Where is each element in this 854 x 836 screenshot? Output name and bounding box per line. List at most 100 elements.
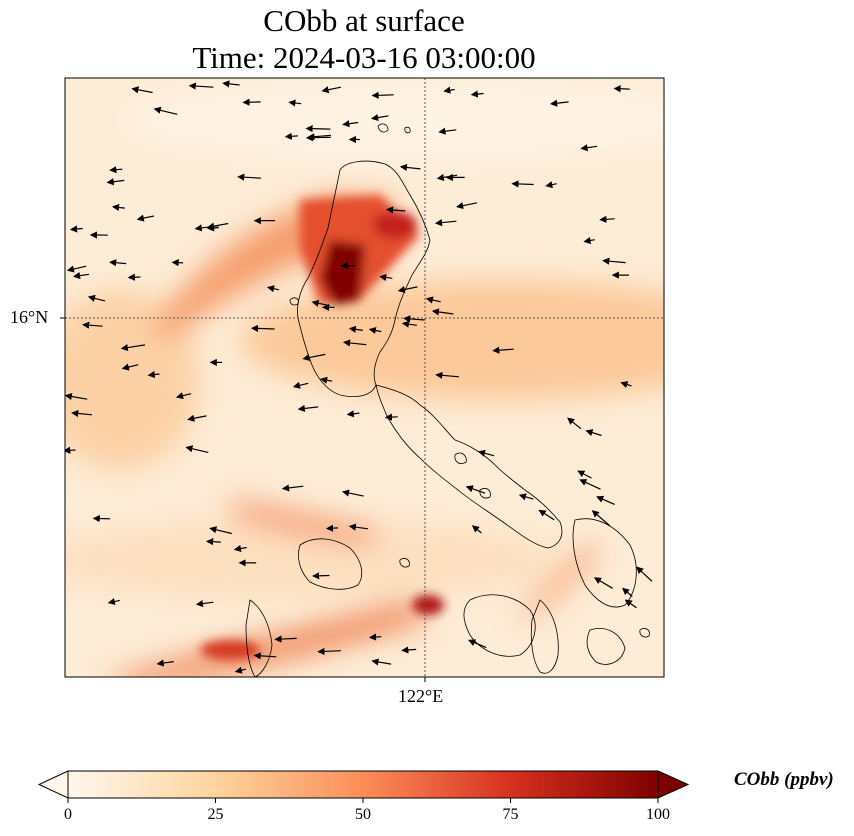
wind-arrow: [518, 493, 534, 501]
wind-arrow: [368, 633, 382, 641]
wind-arrow: [127, 273, 141, 281]
wind-arrow: [368, 326, 382, 335]
wind-arrow: [305, 125, 331, 133]
wind-arrow: [443, 86, 455, 94]
wind-arrow: [120, 344, 146, 352]
colorbar-tick-75: 75: [502, 806, 519, 823]
wind-arrow: [325, 524, 339, 532]
hotspot-ne-secondary: [373, 211, 417, 239]
wind-arrow: [281, 484, 304, 492]
wind-arrow: [171, 259, 184, 267]
coastline-leyte-cebu: [530, 599, 559, 674]
wind-arrow: [580, 144, 598, 152]
wind-arrow: [477, 449, 495, 457]
lon-tick-label: 122°E: [398, 686, 444, 706]
wind-arrow: [284, 132, 298, 140]
wind-arrow: [435, 371, 460, 379]
wind-arrow: [136, 214, 155, 222]
wind-arrow: [321, 86, 342, 94]
wind-arrow: [82, 321, 103, 329]
colorbar-tick-50: 50: [355, 806, 371, 823]
coastline-panay: [463, 594, 536, 657]
wind-arrow: [320, 376, 333, 384]
colorbar-label: CObb (ppbv): [734, 769, 834, 790]
wind-arrow: [371, 114, 389, 122]
wind-arrow: [341, 489, 364, 497]
wind-arrow: [188, 82, 214, 90]
wind-arrow: [342, 339, 367, 347]
wind-arrow: [371, 91, 394, 99]
wind-arrow: [465, 485, 486, 494]
wind-arrow: [401, 320, 417, 328]
plume-mindoro-band: [230, 500, 380, 545]
wind-arrow: [317, 647, 341, 656]
coastline-bohol: [586, 628, 626, 665]
wind-arrow: [288, 99, 302, 107]
wind-arrow: [237, 173, 262, 181]
colorbar-body: [68, 771, 658, 798]
wind-arrow: [399, 163, 421, 172]
lat-tick-label: 16°N: [10, 307, 49, 327]
hotspot-northern-luzon-core: [320, 240, 365, 305]
wind-arrow: [538, 509, 555, 521]
wind-arrow: [131, 86, 153, 94]
wind-arrow: [620, 381, 632, 388]
wind-arrow: [602, 257, 626, 265]
wind-arrow: [585, 429, 602, 437]
wind-arrow: [185, 445, 209, 453]
background-band-center: [240, 280, 664, 400]
colorbar: [37, 770, 690, 803]
coastline-luzon-south: [375, 384, 563, 549]
wind-arrow: [431, 308, 454, 316]
wind-arrow: [194, 224, 219, 232]
wind-arrow: [66, 265, 87, 273]
background-band-south: [65, 520, 560, 600]
colorbar-tick-100: 100: [646, 806, 670, 823]
wind-arrow: [242, 98, 261, 106]
colorbar-tick-25: 25: [207, 806, 224, 823]
hotspot-sw-patches: [200, 640, 260, 660]
wind-arrow: [209, 526, 232, 535]
wind-arrow: [106, 178, 125, 186]
wind-arrow: [342, 120, 359, 128]
wind-arrow: [147, 370, 160, 379]
map-title-line1: CObb at surface: [263, 3, 465, 38]
wind-arrow: [511, 180, 534, 188]
wind-arrow: [371, 658, 392, 666]
wind-arrow: [111, 203, 125, 212]
wind-arrow: [87, 294, 106, 302]
coastline-islets-north: [289, 123, 411, 306]
wind-arrow: [621, 587, 633, 597]
wind-arrow: [470, 90, 484, 98]
wind-arrow: [206, 224, 219, 232]
wind-arrow: [550, 99, 569, 107]
wind-arrow: [379, 273, 393, 282]
wind-arrow: [233, 544, 247, 553]
wind-arrow: [425, 296, 441, 304]
wind-arrow: [591, 510, 611, 527]
wind-arrow: [613, 85, 630, 93]
wind-arrow: [579, 479, 601, 490]
wind-arrow: [577, 470, 592, 479]
wind-arrow: [467, 639, 487, 649]
wind-arrow: [384, 413, 398, 421]
wind-arrow: [599, 215, 615, 223]
wind-arrow: [121, 363, 139, 371]
wind-arrow: [175, 392, 192, 400]
wind-arrow: [596, 495, 615, 505]
wind-arrow: [385, 206, 406, 214]
wind-arrow: [65, 392, 88, 401]
wind-arrow: [636, 566, 653, 582]
wind-arrow: [253, 652, 277, 660]
coastline-islets-central: [399, 452, 650, 638]
wind-arrow: [187, 414, 207, 422]
wind-arrow: [593, 577, 613, 589]
wind-arrow: [222, 80, 240, 88]
wind-arrow: [471, 525, 482, 534]
colorbar-extend-max: [657, 770, 690, 799]
wind-arrow: [401, 646, 417, 654]
coastlines: [245, 123, 650, 677]
wind-arrow: [69, 225, 83, 233]
wind-arrow: [65, 446, 76, 454]
wind-arrow: [250, 324, 275, 333]
